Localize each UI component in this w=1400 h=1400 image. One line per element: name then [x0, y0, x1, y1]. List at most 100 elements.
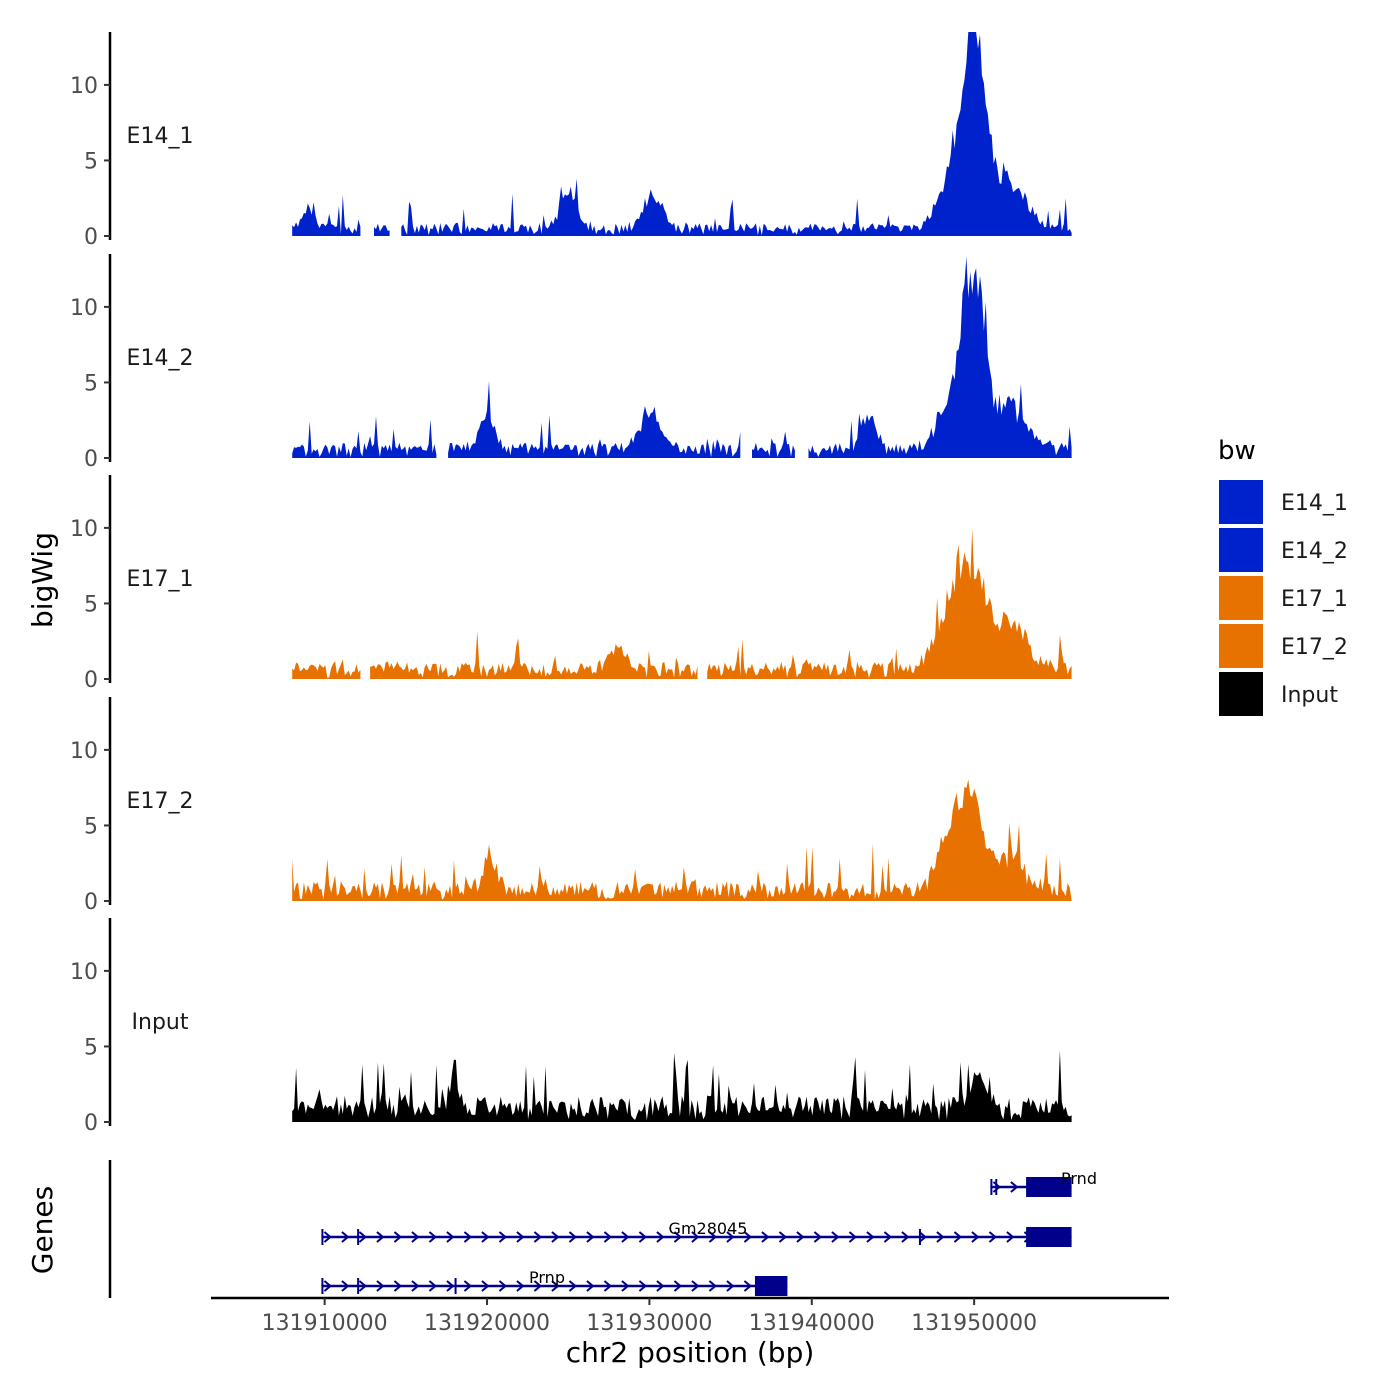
strand-arrow [691, 1280, 700, 1292]
strand-arrow [393, 1280, 402, 1292]
y-tick-label-E14_2-0: 0 [84, 447, 98, 472]
legend-swatch-E14_1 [1217, 478, 1265, 526]
legend-label-Input: Input [1281, 683, 1338, 708]
strand-arrow [516, 1280, 525, 1292]
y-tick-label-Input-10: 10 [70, 960, 98, 985]
strand-arrow [568, 1231, 577, 1243]
x-axis-title: chr2 position (bp) [566, 1336, 815, 1369]
strand-arrow [341, 1231, 350, 1243]
gene-exon [357, 1278, 360, 1294]
strand-arrow [638, 1231, 647, 1243]
strand-arrow [376, 1231, 385, 1243]
strand-arrow [673, 1231, 682, 1243]
track-label-Input: Input [132, 1010, 189, 1035]
y-tick-label-E17_2-0: 0 [84, 890, 98, 915]
strand-arrow [568, 1280, 577, 1292]
gene-exon [1026, 1227, 1072, 1247]
strand-arrow [393, 1231, 402, 1243]
strand-arrow [673, 1280, 682, 1292]
strand-arrow [603, 1280, 612, 1292]
legend-swatch-E17_2 [1217, 622, 1265, 670]
coverage-area-E17_1 [292, 659, 361, 679]
strand-arrow [516, 1231, 525, 1243]
strand-arrow [376, 1280, 385, 1292]
strand-arrow [988, 1231, 997, 1243]
legend-swatch-E14_2 [1217, 526, 1265, 574]
y-tick-label-E17_1-10: 10 [70, 517, 98, 542]
legend-label-E14_1: E14_1 [1281, 491, 1348, 516]
strand-arrow [761, 1231, 770, 1243]
coverage-area-E17_1 [370, 631, 698, 679]
track-Input: 0 5 10 Input [70, 918, 1072, 1136]
gene-exon [454, 1278, 457, 1294]
strand-arrow [586, 1280, 595, 1292]
strand-arrow [1010, 1181, 1019, 1193]
gene-exon [754, 1276, 788, 1296]
x-tick-label: 131950000 [911, 1311, 1037, 1336]
strand-arrow [953, 1231, 962, 1243]
y-tick-label-E17_2-5: 5 [84, 814, 98, 839]
y-axis-title: bigWig [26, 532, 59, 628]
y-tick-label-E14_1-10: 10 [70, 74, 98, 99]
y-tick-label-E17_1-0: 0 [84, 668, 98, 693]
strand-arrow [971, 1231, 980, 1243]
strand-arrow [498, 1280, 507, 1292]
x-tick-label: 131930000 [586, 1311, 712, 1336]
legend-title: bw [1218, 436, 1256, 466]
strand-arrow [743, 1231, 752, 1243]
strand-arrow [726, 1280, 735, 1292]
x-axis: 131910000 131920000 131930000 131940000 1319… [211, 1296, 1169, 1336]
y-tick-label-Input-5: 5 [84, 1035, 98, 1060]
strand-arrow [918, 1231, 927, 1243]
strand-arrow [1006, 1231, 1015, 1243]
strand-arrow [481, 1280, 490, 1292]
strand-arrow [726, 1231, 735, 1243]
coverage-area-E14_1 [401, 32, 1072, 236]
strand-arrow [411, 1280, 420, 1292]
strand-arrow [708, 1231, 717, 1243]
coverage-area-E14_1 [292, 195, 361, 236]
gene-exon [990, 1179, 993, 1195]
strand-arrow [778, 1231, 787, 1243]
strand-arrow [656, 1280, 665, 1292]
gene-Gm28045: Gm28045 [321, 1219, 1072, 1247]
coverage-area-E17_2 [292, 779, 1072, 901]
strand-arrow [831, 1231, 840, 1243]
strand-arrow [621, 1280, 630, 1292]
track-label-E14_1: E14_1 [127, 124, 194, 149]
coverage-tracks: 0 5 10 E14_1 0 5 10 E14_2 0 5 10 E17_1 0 5 10 E17_2 0 5 10… [70, 32, 1072, 1136]
strand-arrow [533, 1231, 542, 1243]
y-tick-label-E14_1-5: 5 [84, 149, 98, 174]
strand-arrow [603, 1231, 612, 1243]
y-tick-label-Input-0: 0 [84, 1111, 98, 1136]
strand-arrow [691, 1231, 700, 1243]
legend-label-E17_2: E17_2 [1281, 635, 1348, 660]
coverage-area-E14_2 [808, 256, 1072, 458]
legend-swatch-Input [1217, 670, 1265, 718]
gene-exon [1026, 1177, 1072, 1197]
track-E17_1: 0 5 10 E17_1 [70, 475, 1072, 693]
strand-arrow [936, 1231, 945, 1243]
gene-exon [321, 1278, 324, 1294]
legend-label-E14_2: E14_2 [1281, 539, 1348, 564]
strand-arrow [708, 1280, 717, 1292]
strand-arrow [463, 1280, 472, 1292]
gene-label-Gm28045: Gm28045 [669, 1219, 748, 1238]
y-tick-label-E14_1-0: 0 [84, 225, 98, 250]
gene-label-Prnd: Prnd [1061, 1169, 1097, 1188]
strand-arrow [551, 1280, 560, 1292]
strand-arrow [358, 1231, 367, 1243]
y-tick-label-E17_1-5: 5 [84, 592, 98, 617]
legend-swatch-E17_1 [1217, 574, 1265, 622]
strand-arrow [481, 1231, 490, 1243]
gene-exon [357, 1229, 360, 1245]
track-label-E14_2: E14_2 [127, 346, 194, 371]
strand-arrow [901, 1231, 910, 1243]
strand-arrow [621, 1231, 630, 1243]
strand-arrow [323, 1280, 332, 1292]
strand-arrow [411, 1231, 420, 1243]
coverage-area-E14_2 [448, 381, 741, 458]
track-E17_2: 0 5 10 E17_2 [70, 697, 1072, 915]
coverage-area-E14_2 [292, 416, 437, 458]
